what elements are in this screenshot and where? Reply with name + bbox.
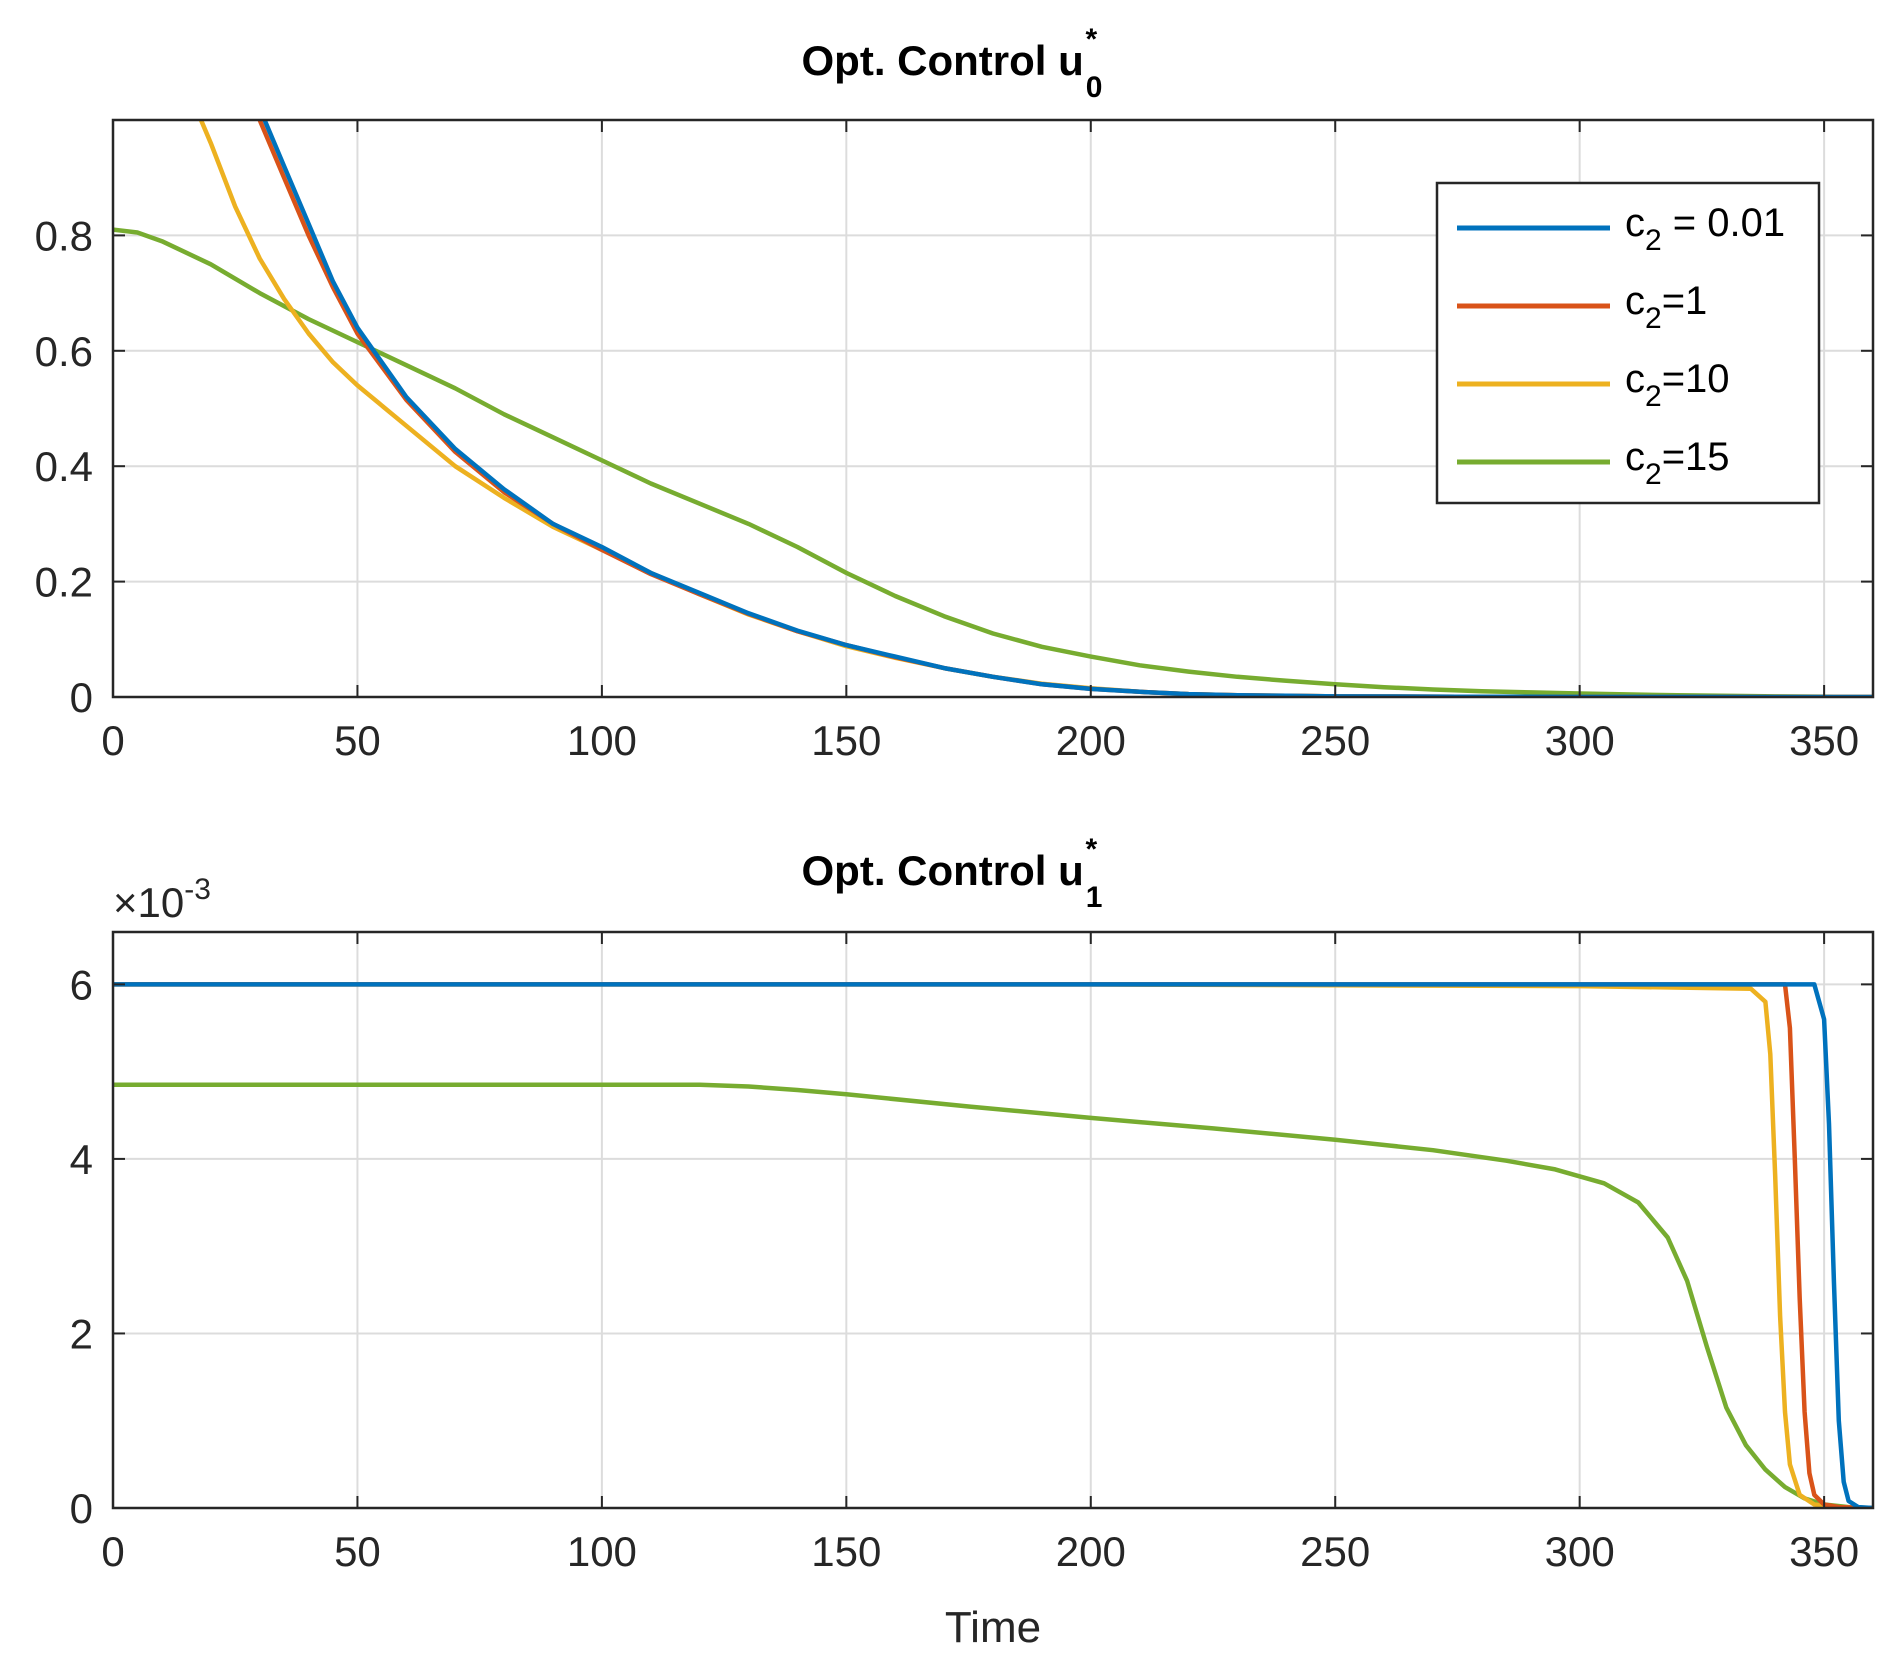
y-tick-label: 0.8 <box>35 212 93 259</box>
chart-title-superscript: * <box>1085 23 1097 56</box>
x-tick-label: 0 <box>101 1528 124 1575</box>
x-tick-label: 50 <box>334 1528 381 1575</box>
legend-label-c2-0-01: c2 = 0.01 <box>1625 201 1785 257</box>
legend-label-c2-15: c2=15 <box>1625 435 1730 491</box>
x-tick-label: 200 <box>1056 717 1126 764</box>
x-axis-label: Time <box>945 1603 1041 1652</box>
exponent-base: ×10 <box>113 879 184 926</box>
x-tick-label: 250 <box>1300 717 1370 764</box>
subplot-u1: 0 50 100 150 200 250 300 350 0 2 4 6 Opt. Control u… <box>70 833 1875 1652</box>
chart-title-subscript: 0 <box>1086 71 1103 104</box>
x-tick-label: 150 <box>811 1528 881 1575</box>
series-line-c2-15 <box>113 227 1873 697</box>
axes-box <box>111 118 1875 699</box>
tick-labels: 0 50 100 150 200 250 300 350 0 2 4 6 <box>70 932 1873 1575</box>
chart-title-text: Opt. Control u <box>802 37 1084 84</box>
exponent-label: ×10-3 <box>113 873 211 926</box>
series-line-c2-0-01 <box>113 982 1873 1508</box>
y-tick-label: 0.4 <box>35 443 93 490</box>
x-tick-label: 100 <box>567 1528 637 1575</box>
series-line-c2-15 <box>113 1082 1873 1508</box>
chart-title-subscript: 1 <box>1086 881 1103 914</box>
y-tick-label: 4 <box>70 1136 93 1183</box>
x-tick-label: 200 <box>1056 1528 1126 1575</box>
x-tick-label: 150 <box>811 717 881 764</box>
y-tick-label: 2 <box>70 1310 93 1357</box>
legend-items: c2 = 0.01 c2=1 c2=10 c2=15 <box>1457 201 1785 491</box>
tick-labels: 0 50 100 150 200 250 300 350 0 0.2 0.4 0.6 0.8 <box>35 120 1873 764</box>
legend-label-c2-1: c2=1 <box>1625 279 1707 335</box>
exponent-power: -3 <box>184 873 211 906</box>
x-tick-label: 300 <box>1545 1528 1615 1575</box>
axes-box <box>111 930 1875 1510</box>
y-tick-label: 0 <box>70 1485 93 1532</box>
chart-title-text: Opt. Control u <box>802 847 1084 894</box>
x-tick-label: 100 <box>567 717 637 764</box>
x-tick-label: 350 <box>1789 717 1859 764</box>
legend-label-c2-10: c2=10 <box>1625 357 1730 413</box>
chart-title: Opt. Control u1 * <box>802 833 1103 914</box>
legend-box <box>1435 181 1821 505</box>
y-tick-label: 0 <box>70 674 93 721</box>
y-tick-label: 0.2 <box>35 559 93 606</box>
x-tick-label: 50 <box>334 717 381 764</box>
x-tick-label: 250 <box>1300 1528 1370 1575</box>
subplot-u0: 0 50 100 150 200 250 300 350 0 0.2 0.4 0.6 0.8 Opt. … <box>35 23 1875 764</box>
legend: c2 = 0.01 c2=1 c2=10 c2=15 <box>1435 181 1821 505</box>
x-tick-label: 300 <box>1545 717 1615 764</box>
series-group <box>113 982 1873 1508</box>
y-tick-label: 0.6 <box>35 328 93 375</box>
y-tick-label: 6 <box>70 961 93 1008</box>
chart-title: Opt. Control u0 * <box>802 23 1103 104</box>
x-tick-label: 0 <box>101 717 124 764</box>
chart-title-superscript: * <box>1085 833 1097 866</box>
plot-area <box>113 932 1873 1508</box>
x-tick-label: 350 <box>1789 1528 1859 1575</box>
